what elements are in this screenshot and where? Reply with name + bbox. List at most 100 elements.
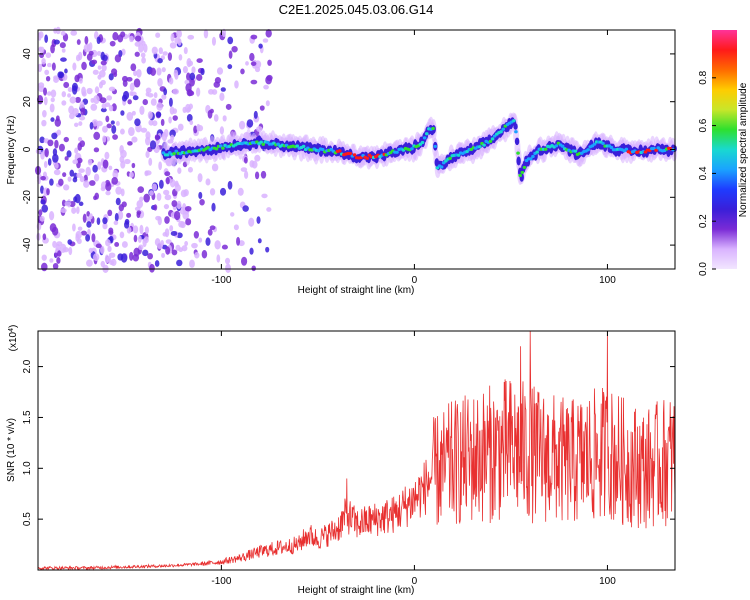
ridge-core [573,149,578,153]
noise-blob [207,228,213,236]
noise-blob [72,62,77,71]
y-tick-label: 40 [22,48,33,60]
noise-blob [92,164,98,173]
noise-blob [170,231,178,236]
ridge-core [214,147,219,151]
noise-blob [182,106,187,113]
noise-blob [128,126,135,137]
noise-blob [155,215,161,221]
ridge-core [365,156,370,160]
ridge-core [520,170,525,175]
noise-blob [161,132,168,142]
noise-blob [189,72,196,81]
noise-blob [249,247,254,255]
ridge-core [490,137,495,141]
noise-blob [43,87,48,96]
noise-blob [144,170,149,177]
noise-blob [78,121,83,126]
ridge-core [352,153,357,157]
noise-blob [209,188,216,196]
noise-blob [118,204,125,212]
noise-blob [39,215,45,222]
noise-blob [132,95,139,101]
noise-blob [40,199,46,205]
ridge-core [295,144,300,148]
ridge-core [422,136,427,140]
noise-blob [139,224,144,235]
noise-blob [64,201,72,207]
noise-blob [105,182,112,192]
noise-blob [96,50,102,56]
noise-blob [91,119,99,127]
noise-blob [259,105,265,111]
noise-blob [109,40,116,47]
noise-blob [113,72,118,78]
spectrogram-y-ticks: -40 -20 0 20 40 [22,48,675,252]
noise-blob [38,209,43,216]
noise-blob [176,29,183,39]
noise-blob [89,213,93,220]
snr-series-line [37,330,676,571]
noise-blob [78,168,85,173]
noise-blob [56,129,62,136]
noise-blob [231,45,238,53]
ridge-core [206,146,210,150]
ridge-core [420,140,425,145]
noise-blob [112,134,118,140]
noise-blob [79,175,85,183]
noise-blob [53,39,60,45]
x-tick-label: 100 [599,576,616,587]
noise-blob [134,41,141,47]
ridge-core [221,146,225,150]
noise-blob [46,62,52,68]
noise-blob [100,186,106,192]
noise-blob [163,189,170,196]
colorbar-ticks: 0.0 0.2 0.4 0.6 0.8 [698,70,716,276]
noise-blob [120,31,126,38]
noise-blob [53,169,61,176]
noise-blob [141,40,146,46]
noise-blob [75,233,80,242]
noise-blob [196,87,201,97]
noise-blob [93,195,98,201]
noise-blob [165,246,171,255]
noise-blob [149,140,157,150]
noise-blob [228,50,233,59]
noise-blob [251,160,258,169]
noise-blob [91,233,96,243]
noise-blob [124,220,130,229]
noise-blob [203,29,209,39]
noise-blob [205,237,211,246]
noise-blob [95,243,102,249]
noise-blob [94,86,100,94]
snr-y-ticks: 0.5 1.0 1.5 2.0 [22,359,675,526]
noise-blob [52,240,57,248]
noise-blob [115,197,121,206]
noise-blob [75,54,81,62]
noise-blob [140,127,148,133]
noise-blob [60,30,66,36]
noise-blob [112,169,119,180]
noise-blob [237,187,244,196]
noise-blob [169,106,175,115]
y-tick-label: -40 [22,237,33,252]
noise-blob [191,66,196,74]
noise-blob [177,167,182,175]
noise-blob [49,103,55,113]
noise-blob [157,77,163,87]
noise-blob [164,171,171,177]
noise-blob [126,77,133,82]
noise-blob [53,75,59,80]
ridge-core [424,132,429,136]
noise-blob [254,60,262,69]
noise-blob [92,69,99,75]
noise-blob [47,139,54,147]
noise-blob [40,185,44,194]
noise-blob [155,32,161,38]
noise-blob [151,46,158,55]
noise-blob [96,36,101,45]
noise-blob [49,258,54,263]
noise-blob [36,222,42,231]
noise-blob [216,67,224,75]
ridge-core [348,152,353,156]
